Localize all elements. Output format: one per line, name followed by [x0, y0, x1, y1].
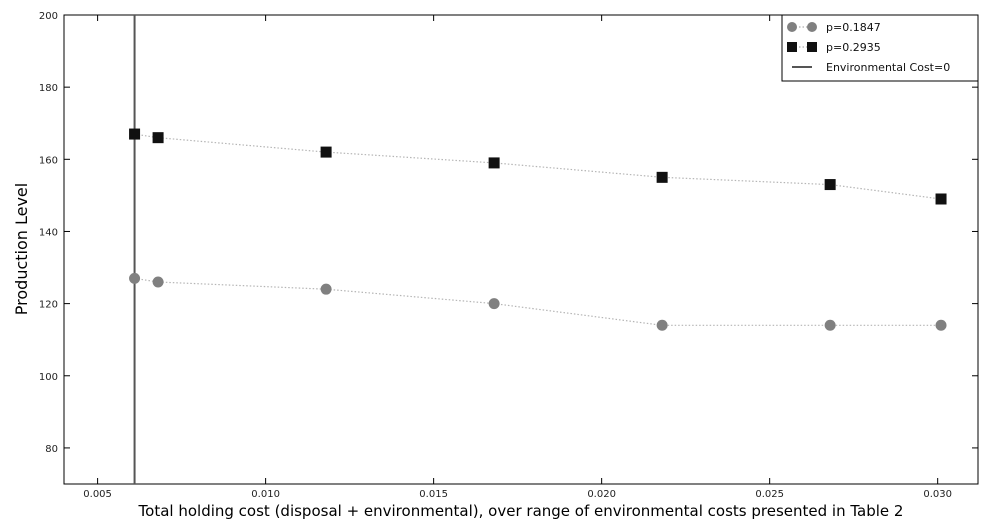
x-tick-label: 0.025: [755, 489, 784, 500]
y-tick-label: 100: [39, 372, 58, 383]
legend-label: p=0.1847: [826, 21, 881, 34]
y-tick-label: 180: [39, 83, 58, 94]
data-point: [824, 179, 836, 191]
data-point: [152, 276, 164, 288]
data-point: [824, 319, 836, 331]
legend-marker: [787, 22, 797, 32]
legend: p=0.1847 p=0.2935 Environmental Cost=0: [781, 14, 979, 82]
y-axis: 80 100 120 140 160 180 200: [39, 11, 978, 455]
y-tick-label: 140: [39, 227, 58, 238]
data-point: [935, 193, 947, 205]
x-tick-label: 0.030: [923, 489, 952, 500]
legend-label: p=0.2935: [826, 41, 881, 54]
x-tick-label: 0.010: [251, 489, 280, 500]
x-axis: 0.005 0.010 0.015 0.020 0.025 0.030: [83, 15, 952, 500]
data-point: [488, 298, 500, 310]
series-layer: [129, 128, 947, 331]
y-tick-label: 200: [39, 11, 58, 22]
legend-marker: [787, 42, 797, 52]
x-axis-label: Total holding cost (disposal + environme…: [138, 502, 904, 520]
data-point: [656, 319, 668, 331]
data-point: [320, 283, 332, 295]
data-point: [656, 171, 668, 183]
data-point: [320, 146, 332, 158]
legend-label: Environmental Cost=0: [826, 61, 950, 74]
x-tick-label: 0.020: [587, 489, 616, 500]
data-point: [129, 272, 141, 284]
data-point: [152, 132, 164, 144]
data-point: [129, 128, 141, 140]
x-tick-label: 0.015: [419, 489, 448, 500]
legend-marker: [807, 42, 817, 52]
y-tick-label: 160: [39, 155, 58, 166]
x-tick-label: 0.005: [83, 489, 112, 500]
legend-items: p=0.1847 p=0.2935 Environmental Cost=0: [787, 21, 950, 74]
legend-marker: [807, 22, 817, 32]
y-axis-label: Production Level: [12, 183, 31, 315]
data-point: [935, 319, 947, 331]
plot-area: [63, 14, 979, 485]
data-point: [488, 157, 500, 169]
y-tick-label: 80: [45, 444, 58, 455]
y-tick-label: 120: [39, 300, 58, 311]
